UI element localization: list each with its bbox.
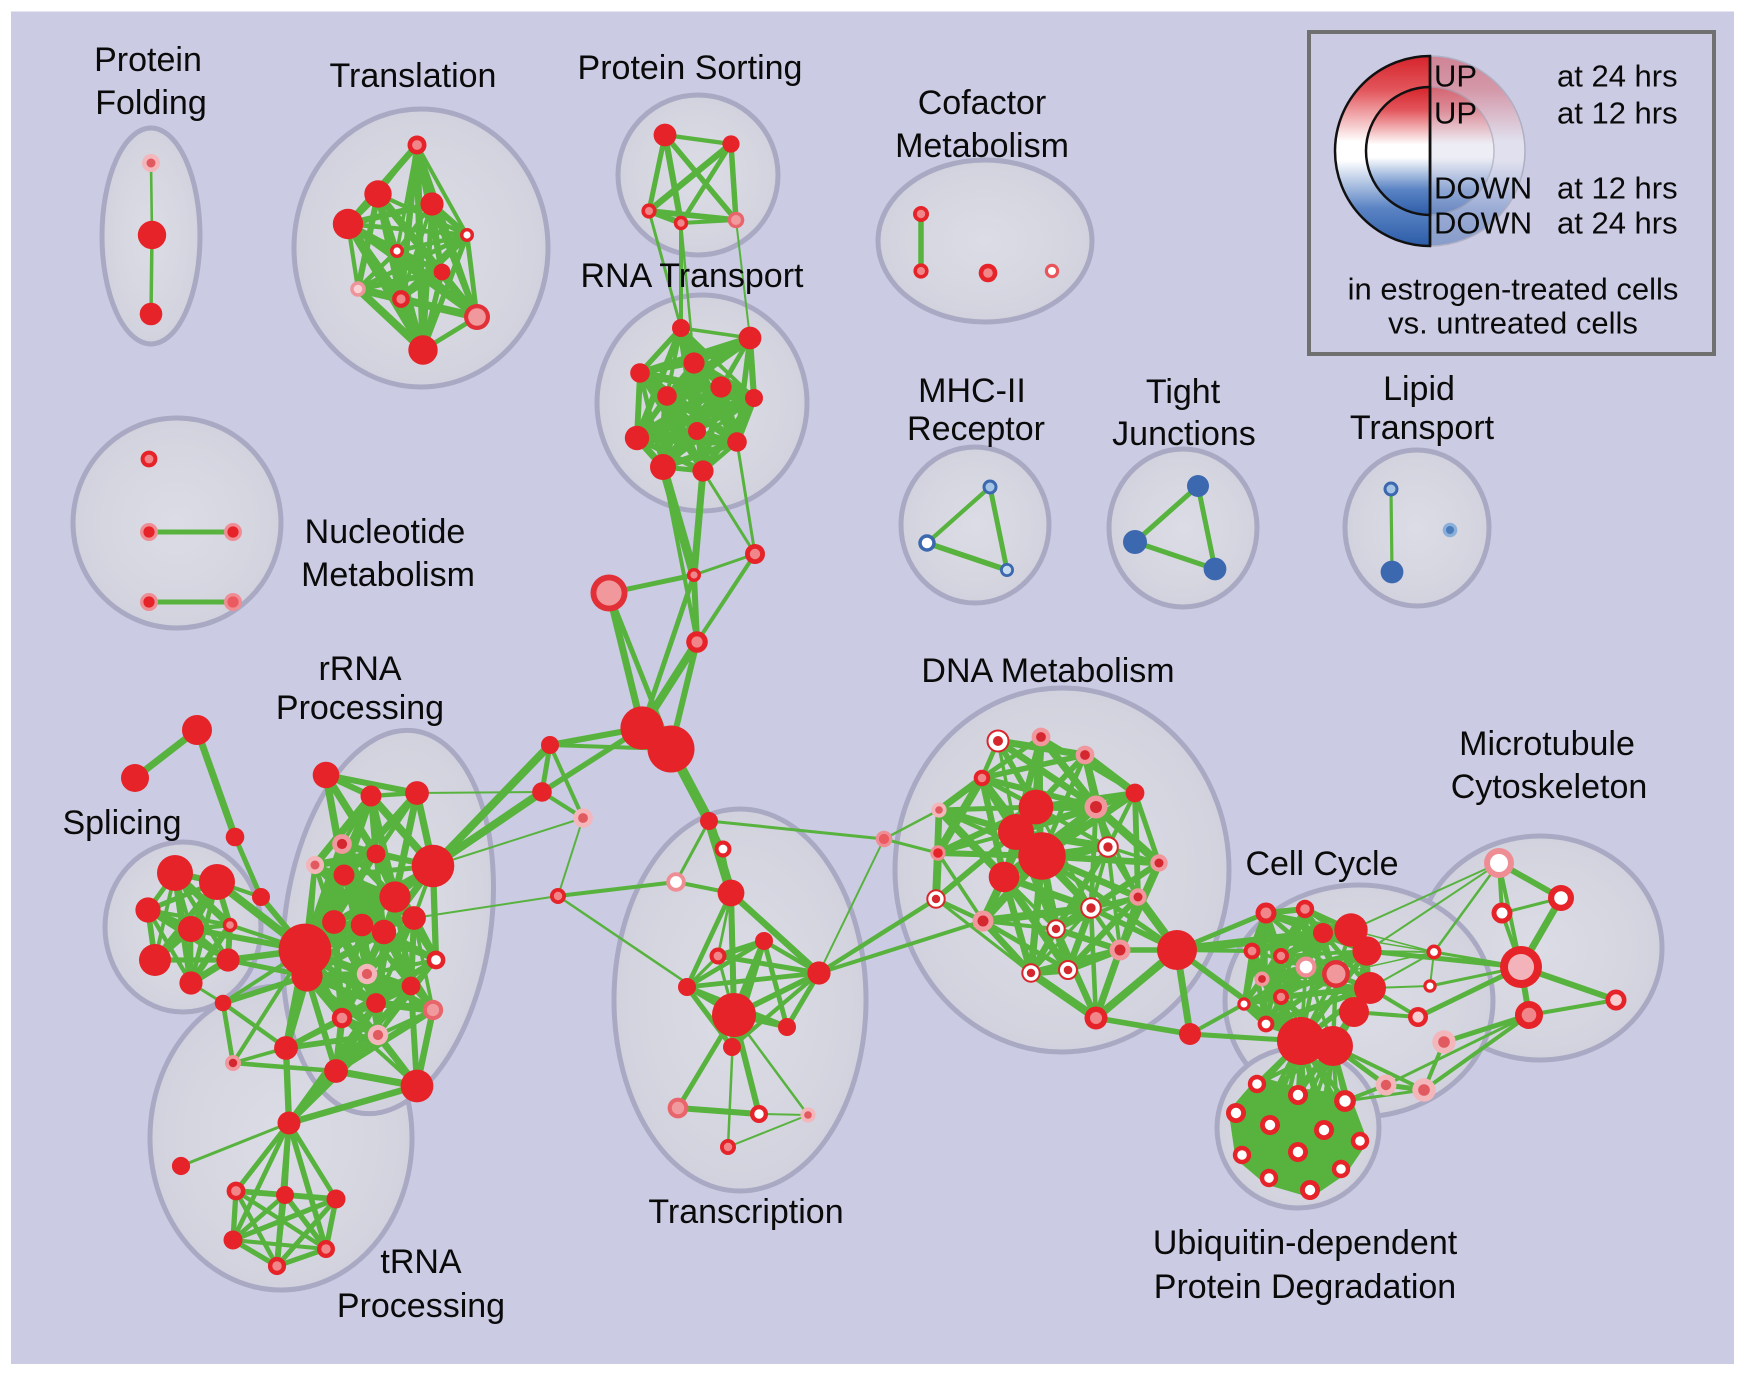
svg-text:Cell Cycle: Cell Cycle xyxy=(1245,845,1398,883)
svg-text:DOWN: DOWN xyxy=(1434,206,1532,241)
svg-text:Tight: Tight xyxy=(1146,373,1221,411)
svg-text:at 12 hrs: at 12 hrs xyxy=(1557,171,1678,206)
svg-text:UP: UP xyxy=(1434,96,1477,131)
svg-text:tRNA: tRNA xyxy=(380,1243,462,1281)
svg-text:Microtubule: Microtubule xyxy=(1459,725,1635,763)
svg-text:Folding: Folding xyxy=(95,84,207,122)
svg-text:Junctions: Junctions xyxy=(1112,415,1256,453)
svg-text:Metabolism: Metabolism xyxy=(301,556,475,594)
svg-text:Transport: Transport xyxy=(1350,409,1495,447)
svg-text:in estrogen-treated cells: in estrogen-treated cells xyxy=(1348,272,1679,307)
svg-text:rRNA: rRNA xyxy=(318,650,401,688)
svg-text:DOWN: DOWN xyxy=(1434,171,1532,206)
svg-text:Protein: Protein xyxy=(94,41,202,79)
svg-text:Transcription: Transcription xyxy=(648,1193,843,1231)
svg-text:UP: UP xyxy=(1434,59,1477,94)
svg-text:Lipid: Lipid xyxy=(1383,370,1455,408)
svg-text:Ubiquitin-dependent: Ubiquitin-dependent xyxy=(1153,1224,1458,1262)
svg-text:Cytoskeleton: Cytoskeleton xyxy=(1451,768,1648,806)
svg-text:Cofactor: Cofactor xyxy=(918,84,1047,122)
svg-text:Translation: Translation xyxy=(330,57,497,95)
svg-text:Processing: Processing xyxy=(337,1287,505,1325)
svg-text:Processing: Processing xyxy=(276,689,444,727)
svg-text:Nucleotide: Nucleotide xyxy=(305,513,466,551)
svg-text:at 24 hrs: at 24 hrs xyxy=(1557,59,1678,94)
svg-text:at 12 hrs: at 12 hrs xyxy=(1557,96,1678,131)
svg-text:Protein Sorting: Protein Sorting xyxy=(578,49,803,87)
svg-text:Metabolism: Metabolism xyxy=(895,127,1069,165)
svg-text:DNA Metabolism: DNA Metabolism xyxy=(921,652,1174,690)
svg-text:MHC-II: MHC-II xyxy=(918,372,1026,410)
svg-text:vs. untreated cells: vs. untreated cells xyxy=(1388,306,1638,341)
svg-text:Splicing: Splicing xyxy=(62,804,181,842)
svg-text:Receptor: Receptor xyxy=(907,410,1045,448)
svg-text:at 24 hrs: at 24 hrs xyxy=(1557,206,1678,241)
svg-text:RNA Transport: RNA Transport xyxy=(581,257,805,295)
svg-text:Protein Degradation: Protein Degradation xyxy=(1154,1268,1456,1306)
